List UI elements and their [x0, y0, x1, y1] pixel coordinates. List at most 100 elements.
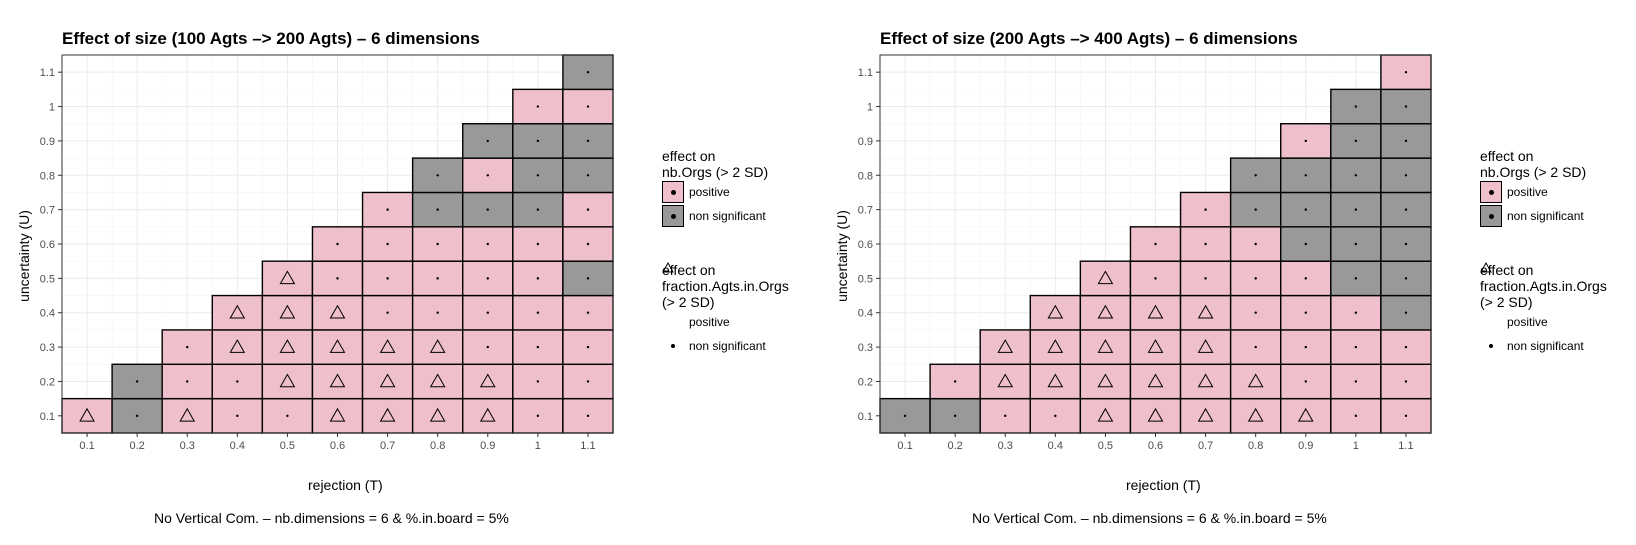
tile: [261, 260, 314, 297]
chart-panel-1: Effect of size (100 Agts –> 200 Agts) – …: [16, 29, 789, 526]
dot-marker: [1404, 242, 1408, 246]
tile: [512, 363, 564, 400]
triangle-icon: [1480, 262, 1502, 333]
dot-marker: [1204, 277, 1207, 280]
fill-legend-item-non-significant: non significant: [1480, 204, 1586, 228]
tile: [211, 329, 264, 365]
triangle-marker: [279, 304, 296, 319]
dot-marker: [236, 414, 239, 418]
legend-label: non significant: [689, 209, 766, 223]
shape-legend-title-2: fraction.Agts.in.Orgs: [662, 278, 789, 294]
shape-legend-title-1: effect on: [662, 262, 716, 278]
y-tick-label: 0.7: [858, 205, 873, 217]
dot-marker: [1354, 242, 1358, 246]
dot-marker: [1354, 174, 1358, 177]
tile: [261, 329, 314, 365]
dot-marker: [1304, 208, 1307, 211]
dot-marker: [1254, 242, 1257, 246]
tile: [1179, 397, 1232, 434]
tile: [562, 226, 614, 262]
shape-legend-item-non-significant: non significant: [1480, 334, 1607, 358]
dot-marker: [135, 414, 139, 418]
triangle-marker: [1047, 373, 1064, 388]
dot-marker: [536, 174, 540, 177]
x-tick-label: 0.3: [180, 440, 195, 452]
dot-marker: [1404, 174, 1408, 177]
legend-label: non significant: [1507, 209, 1584, 223]
tile: [979, 329, 1031, 365]
tiles: [61, 54, 614, 434]
dot-marker: [586, 242, 590, 246]
tile: [1079, 397, 1132, 434]
triangle-marker: [429, 339, 446, 353]
chart-title: Effect of size (100 Agts –> 200 Agts) – …: [62, 29, 480, 48]
x-tick-label: 0.9: [1298, 440, 1313, 452]
dot-icon: [1480, 335, 1502, 357]
dot-icon: [662, 335, 684, 357]
x-tick-label: 0.9: [480, 440, 495, 452]
x-axis-label: rejection (T): [1126, 477, 1201, 493]
dot-marker: [1404, 139, 1408, 143]
triangle-marker: [997, 373, 1014, 388]
tile: [1029, 363, 1082, 400]
dot-marker: [953, 414, 957, 418]
dot-marker: [1304, 242, 1307, 246]
tile: [261, 294, 314, 331]
triangle-marker: [279, 339, 296, 353]
tile: [1179, 294, 1232, 331]
tile: [1079, 329, 1132, 365]
x-tick-label: 0.1: [897, 440, 912, 452]
dot-marker: [436, 208, 439, 211]
dot-marker: [186, 345, 189, 349]
tile: [1129, 397, 1182, 434]
legend-label: non significant: [689, 339, 766, 353]
x-tick-label: 0.2: [129, 440, 144, 452]
tile: [1179, 363, 1232, 400]
dot-marker: [1004, 414, 1007, 418]
tile: [1079, 294, 1132, 331]
dot-marker: [953, 380, 957, 383]
y-tick-label: 1.1: [40, 67, 55, 79]
x-tick-label: 0.4: [230, 440, 245, 452]
dot-marker: [1304, 277, 1307, 280]
triangle-marker: [329, 339, 346, 353]
x-axis-label: rejection (T): [308, 477, 383, 493]
dot-marker: [903, 414, 907, 418]
tile: [311, 397, 364, 434]
y-axis-label: uncertainty (U): [16, 210, 32, 302]
triangle-marker: [1147, 339, 1164, 353]
tile: [311, 363, 364, 400]
y-tick-label: 0.1: [40, 411, 55, 423]
dot-marker: [486, 139, 489, 143]
dot-marker: [536, 311, 540, 314]
dot-marker: [1354, 139, 1358, 143]
dot-marker: [586, 414, 590, 418]
y-tick-label: 0.2: [858, 376, 873, 388]
legend-key-non-significant: [1480, 205, 1502, 227]
dot-marker: [436, 242, 439, 246]
tile: [161, 397, 213, 434]
tile: [361, 397, 414, 434]
dot-marker: [486, 242, 489, 246]
fill-legend-title-1: effect on: [662, 148, 716, 164]
dot-marker: [1404, 70, 1408, 74]
triangle-marker: [1197, 373, 1214, 388]
triangle-icon: [662, 262, 684, 333]
y-tick-label: 1: [49, 102, 55, 114]
dot-marker: [1404, 345, 1408, 349]
x-tick-label: 0.8: [430, 440, 445, 452]
triangle-marker: [229, 339, 246, 353]
shape-legend-title-3: (> 2 SD): [662, 294, 715, 310]
triangle-marker: [997, 339, 1014, 353]
fill-legend: effect on nb.Orgs (> 2 SD) positive non …: [1480, 148, 1586, 228]
dot-marker: [336, 277, 339, 280]
legend-label: non significant: [1507, 339, 1584, 353]
x-tick-label: 0.7: [380, 440, 395, 452]
shape-legend-title-3: (> 2 SD): [1480, 294, 1533, 310]
dot-marker: [486, 345, 489, 349]
dot-marker: [1304, 380, 1307, 383]
heatmap-plot: 0.1 0.2 0.3 0.4 0.5 0.6 0.7 0.8 0.9 1 1.1 0.1 0.2 0.3…: [858, 54, 1432, 452]
tile: [311, 294, 364, 331]
tiles: [879, 54, 1432, 434]
tile: [1079, 260, 1132, 297]
